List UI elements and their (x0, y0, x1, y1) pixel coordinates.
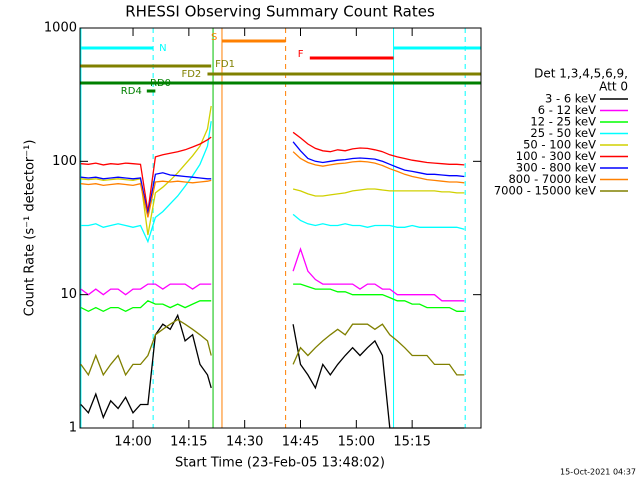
interval-label: FD2 (181, 69, 201, 80)
series-line (80, 283, 465, 313)
legend-label: 25 - 50 keV (530, 126, 596, 140)
x-tick-label: 15:00 (338, 435, 375, 450)
x-tick-label: 14:30 (226, 435, 263, 450)
footer: 15-Oct-2021 04:37 (560, 468, 636, 477)
y-tick-label: 1000 (44, 21, 77, 36)
legend-label: 100 - 300 keV (516, 149, 596, 163)
legend-label: 3 - 6 keV (545, 92, 596, 106)
x-tick-label: 15:15 (393, 435, 430, 450)
interval-label: RD4 (121, 86, 142, 97)
interval-label: N (159, 43, 166, 54)
x-tick-label: 14:45 (282, 435, 319, 450)
legend-header: Att 0 (599, 80, 628, 94)
chart-title: RHESSI Observing Summary Count Rates (125, 3, 435, 21)
y-tick-label: 1 (69, 421, 77, 436)
legend-label: 12 - 25 keV (530, 115, 596, 129)
legend-label: 50 - 100 keV (523, 138, 596, 152)
interval-label: F (298, 49, 304, 60)
y-tick-label: 10 (60, 287, 77, 302)
x-tick-label: 14:00 (114, 435, 151, 450)
series-line (80, 151, 465, 218)
series-line (80, 246, 465, 302)
interval-label: S (211, 32, 217, 43)
legend-label: 800 - 7000 keV (508, 172, 596, 186)
plot-frame (79, 27, 482, 429)
series-line (80, 121, 465, 244)
series-line (80, 318, 465, 377)
legend-label: 7000 - 15000 keV (494, 184, 596, 198)
x-axis-label: Start Time (23-Feb-05 13:48:02) (175, 456, 385, 471)
legend-label: 300 - 800 keV (516, 161, 596, 175)
interval-label: RD0 (150, 78, 171, 89)
y-axis-label: Count Rate (s⁻¹ detector⁻¹) (23, 140, 38, 317)
series-line (80, 105, 465, 236)
y-tick-label: 100 (52, 154, 77, 169)
legend-label: 6 - 12 keV (538, 103, 596, 117)
x-tick-label: 14:15 (170, 435, 207, 450)
interval-label: FD1 (215, 59, 235, 70)
legend-header: Det 1,3,4,5,6,9, (534, 67, 628, 81)
